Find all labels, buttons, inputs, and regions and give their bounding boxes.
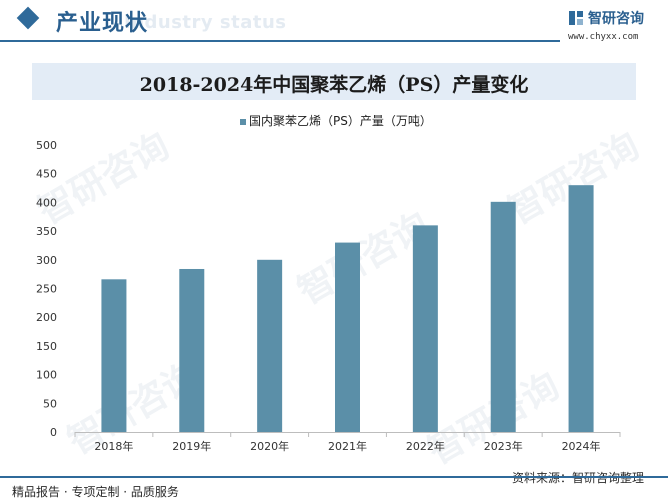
chart-title: 2018-2024年中国聚苯乙烯（PS）产量变化 [139, 74, 529, 96]
bar-2024年 [568, 185, 594, 432]
y-tick-label: 250 [36, 283, 57, 296]
y-tick-label: 350 [36, 225, 57, 238]
y-tick-label: 150 [36, 340, 57, 353]
brand-name: 智研咨询 [588, 11, 644, 27]
y-tick-label: 400 [36, 196, 57, 209]
footer-slogan: 精品报告 · 专项定制 · 品质服务 [12, 485, 179, 499]
x-tick-label: 2018年 [94, 439, 133, 453]
bar-2023年 [490, 201, 516, 432]
bar-2019年 [179, 268, 205, 432]
section-title: 产业现状 [56, 11, 149, 36]
brand-url: www.chyxx.com [568, 32, 639, 42]
x-tick-label: 2021年 [328, 439, 367, 453]
section-subtitle-ghost: Industry status [124, 12, 287, 33]
chart-legend: 国内聚苯乙烯（PS）产量（万吨） [240, 112, 432, 129]
bar-2018年 [101, 279, 127, 432]
bar-chart: 0 50 100 150 200 250 300 350 400 450 500 2018年 2019年… [36, 139, 621, 453]
y-tick-label: 450 [36, 168, 57, 181]
y-tick-label: 300 [36, 254, 57, 267]
legend-label: 国内聚苯乙烯（PS）产量（万吨） [249, 114, 432, 128]
header-divider [0, 40, 560, 42]
legend-swatch [240, 118, 246, 125]
x-tick-label: 2022年 [406, 439, 445, 453]
brand-mark-icon [569, 11, 583, 25]
bar-2022年 [412, 225, 438, 432]
page-header: Industry status 产业现状 智研咨询 www.chyxx.com [0, 0, 668, 44]
y-tick-label: 100 [36, 369, 57, 382]
x-tick-label: 2023年 [484, 439, 523, 453]
source-note: 资料来源：智研咨询整理 [512, 471, 645, 485]
bar-2021年 [335, 242, 360, 432]
y-tick-label: 200 [36, 311, 57, 324]
chart-title-band: 2018-2024年中国聚苯乙烯（PS）产量变化 [32, 63, 636, 100]
x-tick-label: 2024年 [562, 439, 601, 453]
y-tick-label: 500 [36, 139, 57, 152]
x-tick-label: 2019年 [172, 439, 211, 453]
bar-2020年 [257, 259, 283, 432]
x-tick-label: 2020年 [250, 439, 289, 453]
y-tick-label: 0 [50, 426, 57, 439]
footer-divider [0, 476, 668, 478]
y-tick-label: 50 [43, 397, 57, 410]
